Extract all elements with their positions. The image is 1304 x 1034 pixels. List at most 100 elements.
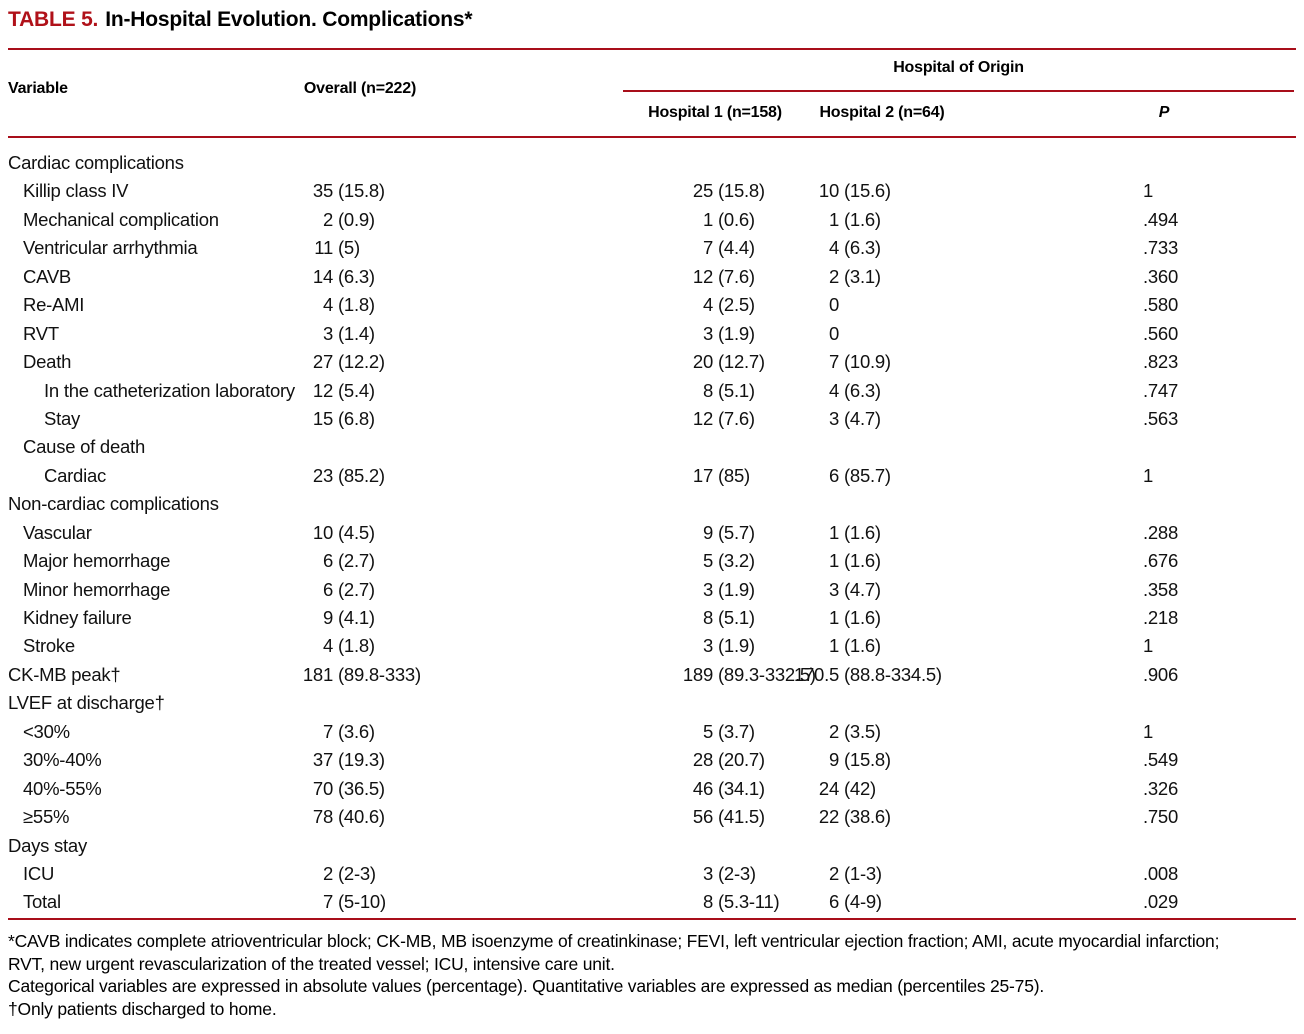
table-row: Re-AMI 4 (1.8) 4 (2.5) 0 .580 bbox=[0, 291, 1304, 319]
row-label: Stroke bbox=[23, 635, 75, 657]
cell-overall: 2 (0.9) bbox=[322, 208, 375, 230]
row-label: Cardiac complications bbox=[8, 152, 184, 173]
cell-hospital-1: 12 (7.6) bbox=[692, 265, 755, 287]
footnote-line: *CAVB indicates complete atrioventricula… bbox=[8, 931, 1220, 974]
cell-overall: 11 (5) bbox=[314, 237, 360, 259]
cell-hospital-1: 25 (15.8) bbox=[692, 180, 765, 202]
row-label: Killip class IV bbox=[23, 180, 129, 202]
cell-p-value: 1 bbox=[1143, 635, 1154, 657]
table-row: Cardiac 23 (85.2) 17 (85) 6 (85.7) 1 bbox=[0, 462, 1304, 490]
column-header-hospital-1: Hospital 1 (n=158) bbox=[648, 104, 782, 121]
cell-p-value: .288 bbox=[1143, 521, 1179, 543]
cell-overall: 7 (5-10) bbox=[322, 891, 386, 913]
cell-hospital-2: 0 bbox=[828, 322, 839, 344]
table-row: Killip class IV 35 (15.8) 25 (15.8) 10 (15.6) 1 bbox=[0, 177, 1304, 205]
cell-overall: 12 (5.4) bbox=[312, 379, 375, 401]
cell-hospital-1: 1 (0.6) bbox=[702, 208, 755, 230]
horizontal-rule-top bbox=[8, 48, 1296, 50]
table-row: Mechanical complication 2 (0.9) 1 (0.6) 1 (1.6… bbox=[0, 206, 1304, 234]
cell-p-value: .358 bbox=[1143, 578, 1179, 600]
cell-p-value: 1 bbox=[1143, 464, 1154, 486]
cell-p-value: .549 bbox=[1143, 749, 1179, 771]
cell-overall: 70 (36.5) bbox=[312, 777, 385, 799]
table-row: Total 7 (5-10) 8 (5.3-11) 6 (4-9) .029 bbox=[0, 888, 1304, 916]
cell-hospital-1: 8 (5.3-11) bbox=[702, 891, 780, 913]
table-number: TABLE 5. bbox=[8, 8, 99, 31]
row-label: LVEF at discharge† bbox=[8, 692, 165, 714]
table-section-row: Cardiac complications bbox=[0, 149, 1304, 177]
cell-p-value: .563 bbox=[1143, 407, 1179, 429]
column-header-hospital-2: Hospital 2 (n=64) bbox=[819, 104, 945, 121]
table-row: Death 27 (12.2) 20 (12.7) 7 (10.9) .823 bbox=[0, 348, 1304, 376]
cell-hospital-2: 6 (85.7) bbox=[828, 464, 891, 486]
cell-hospital-1: 8 (5.1) bbox=[702, 607, 755, 628]
cell-hospital-1: 20 (12.7) bbox=[692, 351, 765, 373]
row-label: Mechanical complication bbox=[23, 208, 219, 230]
cell-overall: 7 (3.6) bbox=[322, 720, 375, 742]
table-row: 40%-55% 70 (36.5) 46 (34.1) 24 (42) .326 bbox=[0, 775, 1304, 803]
column-header-variable: Variable bbox=[8, 80, 68, 97]
row-label: Kidney failure bbox=[23, 607, 132, 628]
cell-overall: 15 (6.8) bbox=[312, 407, 375, 429]
cell-hospital-2: 22 (38.6) bbox=[818, 806, 891, 828]
table-row: ≥55% 78 (40.6) 56 (41.5) 22 (38.6) .750 bbox=[0, 803, 1304, 831]
cell-hospital-2: 1 (1.6) bbox=[828, 635, 881, 657]
cell-hospital-2: 24 (42) bbox=[818, 777, 876, 799]
cell-p-value: .747 bbox=[1143, 379, 1179, 401]
row-label: Total bbox=[23, 891, 61, 913]
row-label: Cause of death bbox=[23, 436, 145, 458]
cell-overall: 78 (40.6) bbox=[312, 806, 385, 828]
cell-hospital-1: 5 (3.7) bbox=[702, 720, 755, 742]
cell-hospital-2: 4 (6.3) bbox=[828, 237, 881, 259]
table-row: Stay 15 (6.8) 12 (7.6) 3 (4.7) .563 bbox=[0, 405, 1304, 433]
row-label: <30% bbox=[23, 720, 70, 742]
cell-hospital-2: 7 (10.9) bbox=[828, 351, 891, 373]
horizontal-rule-bottom bbox=[8, 918, 1296, 920]
row-label: Re-AMI bbox=[23, 294, 85, 316]
column-header-overall: Overall (n=222) bbox=[303, 80, 417, 97]
cell-p-value: 1 bbox=[1143, 720, 1154, 742]
cell-p-value: .560 bbox=[1143, 322, 1179, 344]
row-label: Death bbox=[23, 351, 72, 373]
cell-overall: 35 (15.8) bbox=[312, 180, 385, 202]
cell-hospital-1: 28 (20.7) bbox=[692, 749, 765, 771]
cell-hospital-2: 3 (4.7) bbox=[828, 578, 881, 600]
row-label: Minor hemorrhage bbox=[23, 578, 171, 600]
cell-p-value: .580 bbox=[1143, 294, 1179, 316]
cell-overall: 23 (85.2) bbox=[312, 464, 385, 486]
row-label: Vascular bbox=[23, 521, 92, 543]
table-row: Ventricular arrhythmia 11 (5) 7 (4.4) 4 (6.3).… bbox=[0, 234, 1304, 262]
column-group-header-hospital-of-origin: Hospital of Origin bbox=[893, 59, 1024, 76]
cell-overall: 6 (2.7) bbox=[322, 578, 375, 600]
table-caption: In-Hospital Evolution. Complications* bbox=[105, 8, 473, 31]
table-section-row: Days stay bbox=[0, 832, 1304, 860]
table-row: 30%-40% 37 (19.3) 28 (20.7) 9 (15.8) .549 bbox=[0, 746, 1304, 774]
row-label: Stay bbox=[44, 407, 81, 429]
cell-hospital-2: 2 (3.5) bbox=[828, 720, 881, 742]
table-row: CK-MB peak† 181 (89.8-333) 189 (89.3-332.5) 1… bbox=[0, 661, 1304, 689]
cell-p-value: 1 bbox=[1143, 180, 1154, 202]
cell-hospital-2: 9 (15.8) bbox=[828, 749, 891, 771]
cell-hospital-2: 1 (1.6) bbox=[828, 208, 881, 230]
row-label: CAVB bbox=[23, 265, 72, 287]
cell-overall: 27 (12.2) bbox=[312, 351, 385, 373]
cell-hospital-1: 5 (3.2) bbox=[702, 550, 755, 572]
cell-p-value: .676 bbox=[1143, 550, 1179, 572]
table-row: In the catheterization laboratory 12 (5.4)… bbox=[0, 377, 1304, 405]
cell-hospital-2: 2 (3.1) bbox=[828, 265, 881, 287]
cell-hospital-1: 189 (89.3-332.5) bbox=[682, 663, 816, 685]
row-label: Days stay bbox=[8, 834, 87, 856]
cell-hospital-1: 3 (1.9) bbox=[702, 578, 755, 600]
page-title: TABLE 5. In-Hospital Evolution. Complicat… bbox=[8, 8, 473, 32]
row-label: Cardiac bbox=[44, 464, 106, 486]
cell-overall: 10 (4.5) bbox=[312, 521, 375, 543]
cell-hospital-1: 3 (1.9) bbox=[702, 635, 755, 657]
cell-hospital-1: 3 (2-3) bbox=[702, 862, 756, 884]
horizontal-rule-header-bottom bbox=[8, 136, 1296, 138]
cell-hospital-2: 2 (1-3) bbox=[828, 862, 882, 884]
cell-hospital-2: 6 (4-9) bbox=[828, 891, 882, 913]
row-label: Ventricular arrhythmia bbox=[23, 237, 198, 259]
table-body: Cardiac complications Killip class IV 35 (1… bbox=[0, 149, 1304, 917]
cell-p-value: .823 bbox=[1143, 351, 1179, 373]
cell-hospital-1: 46 (34.1) bbox=[692, 777, 765, 799]
